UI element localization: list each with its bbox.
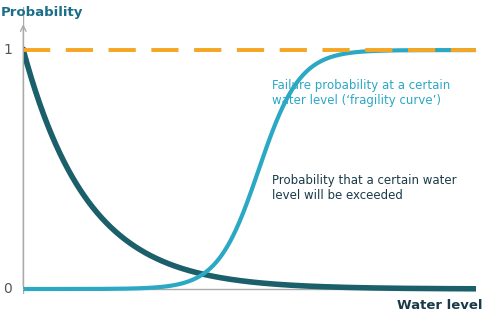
Text: Water level: Water level [397, 299, 483, 312]
Text: 1: 1 [3, 43, 12, 57]
Text: Probability: Probability [0, 6, 83, 19]
Text: Probability that a certain water
level will be exceeded: Probability that a certain water level w… [272, 174, 457, 202]
Text: Failure probability at a certain
water level (‘fragility curve’): Failure probability at a certain water l… [272, 79, 451, 107]
Text: 0: 0 [3, 282, 12, 296]
